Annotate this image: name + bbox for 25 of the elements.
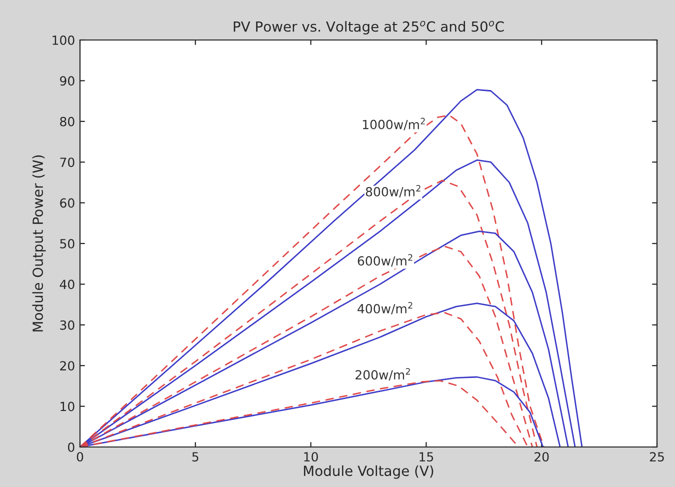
y-tick-label: 0: [68, 442, 74, 452]
x-axis-title: Module Voltage (V): [304, 465, 434, 479]
x-tick-label: 25: [650, 452, 664, 462]
y-tick-label: 90: [60, 76, 74, 86]
y-axis-title: Module Output Power (W): [32, 155, 46, 332]
x-tick-label: 15: [420, 452, 434, 462]
y-tick-label: 30: [60, 320, 74, 330]
x-tick-label: 5: [192, 452, 198, 462]
y-tick-label: 10: [60, 402, 74, 412]
annotation: 1000w/m$^{2}$: [362, 118, 425, 130]
y-tick-label: 100: [52, 35, 74, 45]
annotation: 400w/m$^{2}$: [358, 302, 412, 314]
annotation: 600w/m$^{2}$: [358, 254, 412, 267]
x-tick-label: 0: [76, 452, 84, 462]
annotation: 800w/m$^{2}$: [366, 184, 420, 198]
x-tick-label: 10: [304, 452, 318, 462]
chart-title: PV Power vs. Voltage at 25$^{o}$C and 50$^{o}$C: [234, 20, 504, 34]
y-tick-label: 40: [60, 280, 74, 290]
y-tick-label: 20: [60, 361, 74, 371]
annotation: 200w/m$^{2}$: [356, 368, 410, 381]
y-tick-label: 60: [60, 198, 74, 208]
y-tick-label: 50: [60, 238, 74, 248]
x-tick-label: 20: [534, 452, 549, 462]
y-tick-label: 70: [60, 158, 74, 168]
y-tick-label: 80: [60, 116, 74, 126]
